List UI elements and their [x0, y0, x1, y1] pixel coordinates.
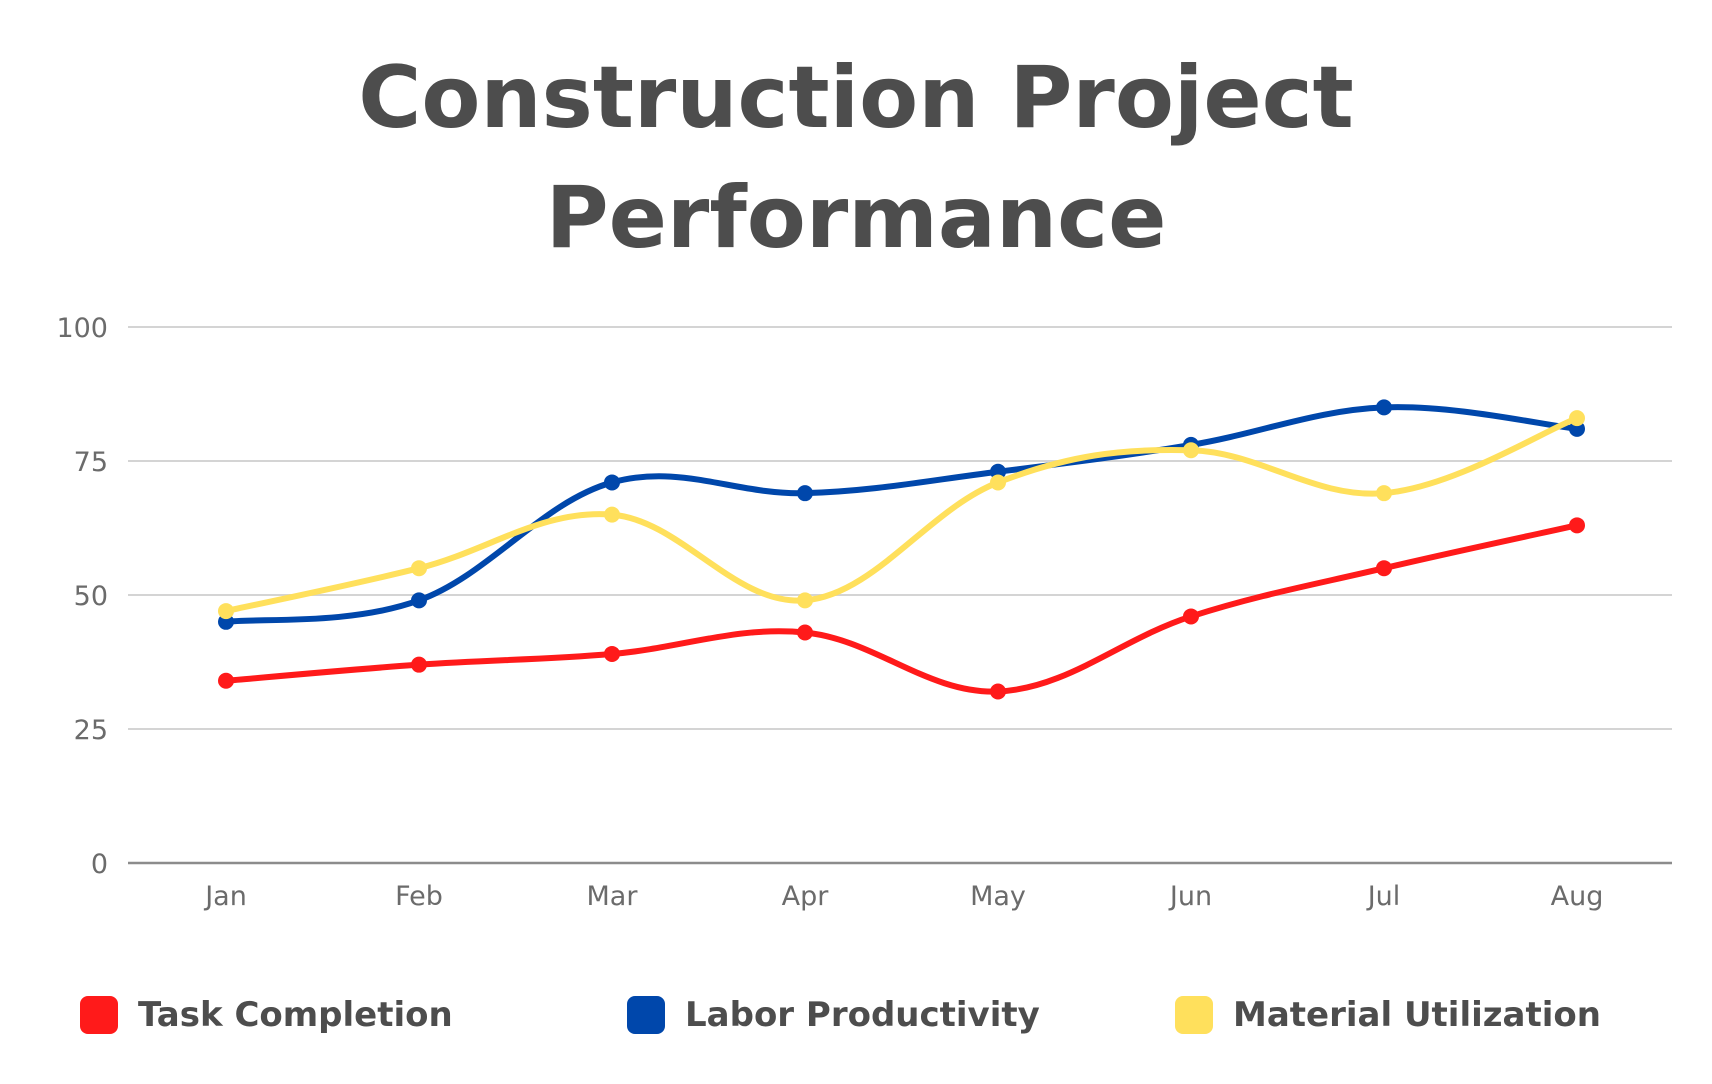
data-point-material-utilization — [1569, 410, 1585, 427]
data-point-task-completion — [1569, 517, 1585, 534]
data-point-labor-productivity — [797, 485, 813, 502]
chart-title: Construction Project Performance — [0, 38, 1712, 278]
data-point-task-completion — [1376, 560, 1392, 577]
data-point-material-utilization — [218, 603, 234, 620]
x-tick-label: Jan — [203, 881, 247, 912]
data-point-task-completion — [797, 624, 813, 641]
x-tick-label: Apr — [782, 881, 830, 912]
y-tick-label: 100 — [56, 313, 108, 344]
data-point-task-completion — [218, 672, 234, 689]
series-material-utilization — [218, 410, 1585, 620]
legend-label-material-utilization: Material Utilization — [1233, 995, 1601, 1035]
data-point-task-completion — [411, 656, 427, 673]
y-tick-label: 50 — [74, 581, 108, 612]
x-tick-label: Jul — [1366, 881, 1401, 912]
y-tick-label: 25 — [74, 715, 108, 746]
x-tick-label: Mar — [587, 881, 639, 912]
data-point-material-utilization — [1376, 485, 1392, 502]
legend-item-material-utilization: Material Utilization — [1175, 990, 1601, 1040]
x-axis-ticks: Jan Feb Mar Apr May Jun Jul Aug — [203, 881, 1603, 912]
y-tick-label: 75 — [74, 447, 108, 478]
grid-lines — [128, 326, 1672, 865]
data-point-labor-productivity — [411, 592, 427, 609]
data-point-material-utilization — [604, 506, 620, 523]
series-line-material-utilization — [223, 415, 1580, 615]
data-point-material-utilization — [411, 560, 427, 577]
legend-label-task-completion: Task Completion — [138, 995, 453, 1035]
data-point-labor-productivity — [604, 474, 620, 491]
chart-title-line-2: Performance — [545, 168, 1167, 268]
x-tick-label: Aug — [1551, 881, 1604, 912]
y-axis-ticks: 0 25 50 75 100 — [56, 313, 108, 880]
data-point-task-completion — [990, 683, 1006, 700]
x-tick-label: Feb — [395, 881, 443, 912]
legend-item-task-completion: Task Completion — [80, 990, 453, 1040]
data-point-task-completion — [604, 645, 620, 662]
series-task-completion — [218, 517, 1585, 700]
series-lines — [218, 399, 1585, 700]
legend-label-labor-productivity: Labor Productivity — [685, 995, 1040, 1035]
data-point-labor-productivity — [1376, 399, 1392, 416]
series-line-labor-productivity — [223, 404, 1580, 625]
data-point-material-utilization — [797, 592, 813, 609]
legend-swatch-labor-productivity — [627, 996, 665, 1034]
chart-title-line-1: Construction Project — [358, 48, 1354, 148]
data-point-material-utilization — [1183, 442, 1199, 459]
legend-swatch-material-utilization — [1175, 996, 1213, 1034]
data-point-material-utilization — [990, 474, 1006, 491]
series-line-task-completion — [223, 522, 1580, 695]
x-tick-label: Jun — [1168, 881, 1212, 912]
legend: Task Completion Labor Productivity Mater… — [0, 990, 1712, 1040]
data-point-task-completion — [1183, 608, 1199, 625]
legend-swatch-task-completion — [80, 996, 118, 1034]
y-tick-label: 0 — [91, 849, 108, 880]
x-tick-label: May — [970, 881, 1026, 912]
legend-item-labor-productivity: Labor Productivity — [627, 990, 1040, 1040]
